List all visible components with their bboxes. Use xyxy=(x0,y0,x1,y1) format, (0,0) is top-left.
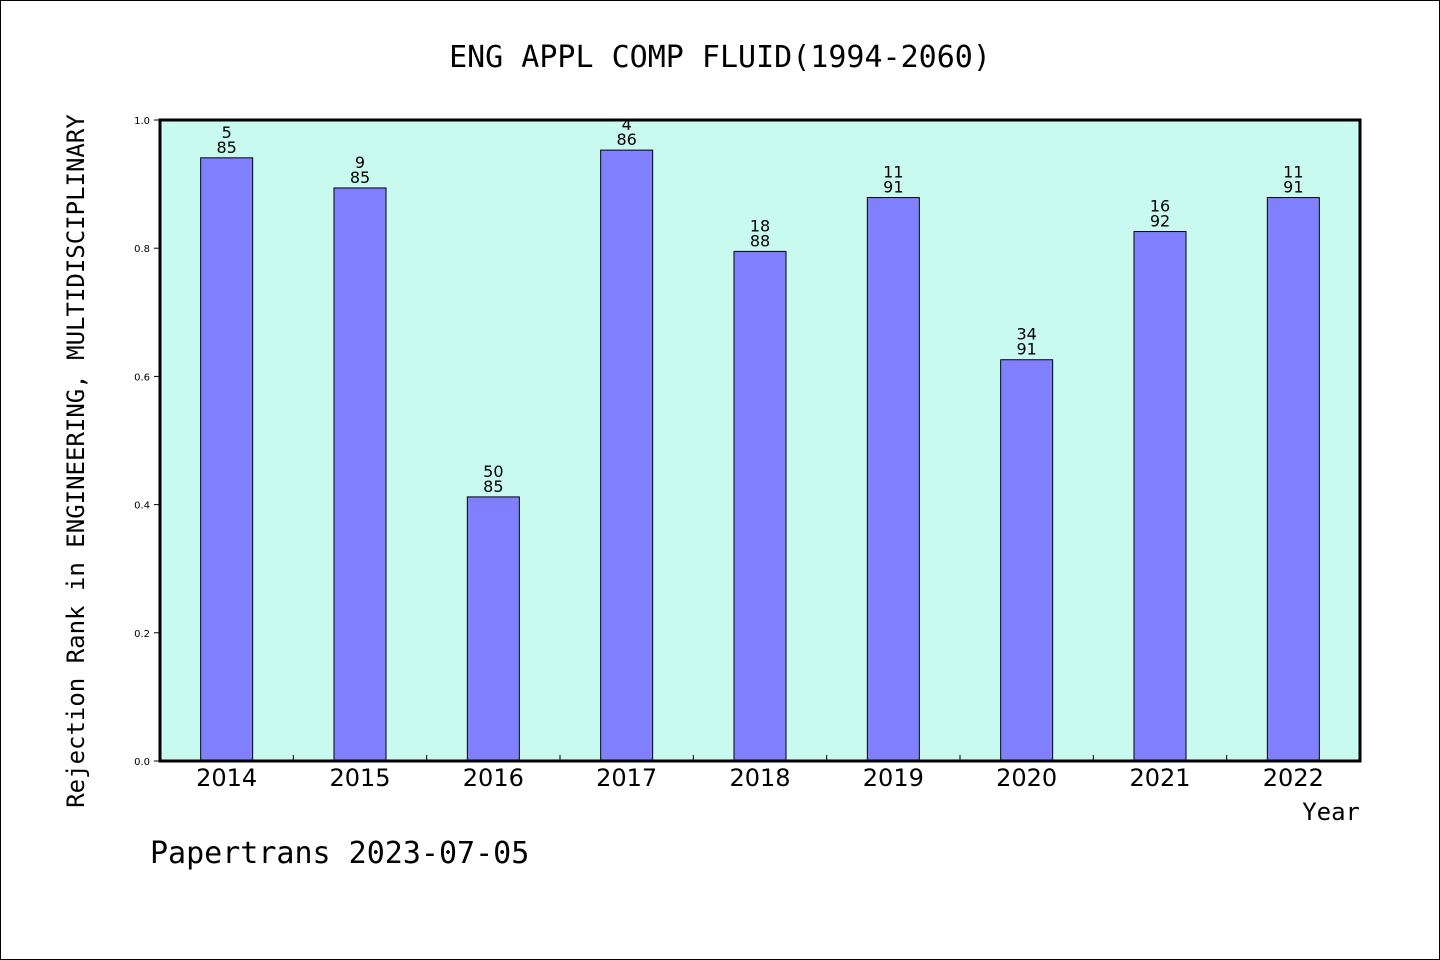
bar-total-label-2022: 91 xyxy=(1283,178,1303,197)
y-tick-label-2: 0.4 xyxy=(134,501,150,512)
x-tick-label-2015: 2015 xyxy=(329,764,390,792)
bar-total-label-2016: 85 xyxy=(483,477,503,496)
bar-rank-label-2021: 16 xyxy=(1150,197,1170,216)
bars-group xyxy=(200,149,1320,762)
x-axis: 2014 2015 2016 2017 2018 2019 2020 2021 2022 xyxy=(196,755,1324,792)
bar-total-label-2020: 91 xyxy=(1016,340,1036,359)
bar-2019 xyxy=(866,197,920,762)
x-tick-label-2021: 2021 xyxy=(1129,764,1190,792)
bar-2017 xyxy=(600,149,654,762)
bar-rank-label-2018: 18 xyxy=(750,216,770,235)
footer-credit: Papertrans 2023-07-05 xyxy=(150,836,529,871)
bar-2014 xyxy=(200,157,254,762)
bar-rank-label-2014: 5 xyxy=(222,123,232,142)
bar-2020 xyxy=(1000,359,1054,762)
bar-rank-label-2022: 11 xyxy=(1283,163,1303,182)
bar-total-label-2017: 86 xyxy=(616,130,636,149)
bar-rank-label-2017: 4 xyxy=(622,115,632,134)
bar-rank-label-2019: 11 xyxy=(883,163,903,182)
y-tick-label-3: 0.6 xyxy=(134,372,150,383)
bar-2022 xyxy=(1266,197,1320,762)
bar-2021 xyxy=(1133,231,1187,762)
x-tick-label-2019: 2019 xyxy=(863,764,924,792)
x-tick-label-2017: 2017 xyxy=(596,764,657,792)
x-tick-label-2016: 2016 xyxy=(463,764,524,792)
bar-2015 xyxy=(333,187,387,762)
bar-total-label-2015: 85 xyxy=(350,168,370,187)
bar-rank-label-2015: 9 xyxy=(355,153,365,172)
chart-title: ENG APPL COMP FLUID(1994-2060) xyxy=(449,40,991,75)
y-tick-label-4: 0.8 xyxy=(134,244,150,255)
plot-border xyxy=(158,118,1362,763)
y-tick-label-5: 1.0 xyxy=(134,116,150,127)
bar-rank-label-2016: 50 xyxy=(483,462,503,481)
bar-total-label-2014: 85 xyxy=(216,138,236,157)
x-tick-label-2020: 2020 xyxy=(996,764,1057,792)
bar-total-label-2018: 88 xyxy=(750,231,770,250)
bar-total-label-2019: 91 xyxy=(883,178,903,197)
y-tick-label-0: 0.0 xyxy=(134,757,150,768)
y-axis-label: Rejection Rank in ENGINEERING, MULTIDISC… xyxy=(62,114,90,808)
y-tick-label-1: 0.2 xyxy=(134,629,150,640)
x-axis-label: Year xyxy=(1302,798,1360,826)
bar-rank-label-2020: 34 xyxy=(1016,325,1036,344)
x-tick-label-2014: 2014 xyxy=(196,764,257,792)
y-axis: 0.0 0.2 0.4 0.6 0.8 1.0 xyxy=(134,116,160,768)
bar-2018 xyxy=(733,250,787,762)
x-tick-label-2022: 2022 xyxy=(1263,764,1324,792)
bar-2016 xyxy=(466,496,520,762)
x-tick-label-2018: 2018 xyxy=(729,764,790,792)
bar-total-label-2021: 92 xyxy=(1150,212,1170,231)
